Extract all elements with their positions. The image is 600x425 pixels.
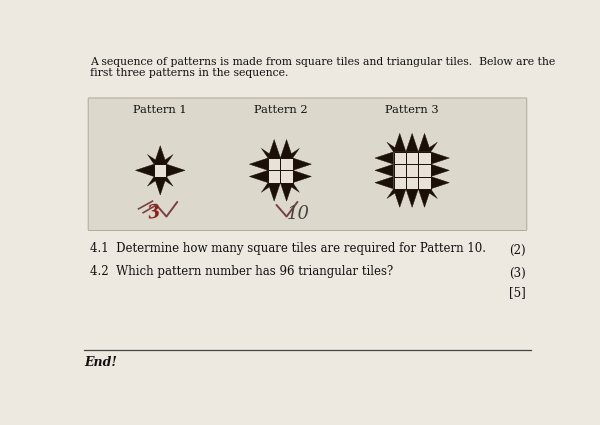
Bar bbox=[394, 164, 406, 176]
Text: Pattern 1: Pattern 1 bbox=[133, 105, 187, 115]
Polygon shape bbox=[431, 164, 449, 176]
Polygon shape bbox=[387, 189, 395, 198]
Text: 4.1  Determine how many square tiles are required for Pattern 10.: 4.1 Determine how many square tiles are … bbox=[91, 242, 487, 255]
Polygon shape bbox=[280, 139, 293, 158]
Polygon shape bbox=[268, 183, 280, 201]
Text: 10: 10 bbox=[287, 205, 310, 223]
Text: Pattern 3: Pattern 3 bbox=[385, 105, 439, 115]
Text: (3): (3) bbox=[509, 266, 526, 280]
Polygon shape bbox=[375, 164, 394, 176]
Bar bbox=[406, 176, 418, 189]
Bar bbox=[394, 152, 406, 164]
Polygon shape bbox=[148, 176, 156, 186]
Polygon shape bbox=[166, 164, 185, 176]
Polygon shape bbox=[418, 133, 431, 152]
Polygon shape bbox=[268, 139, 280, 158]
Polygon shape bbox=[429, 189, 437, 198]
Polygon shape bbox=[250, 170, 268, 183]
Polygon shape bbox=[250, 158, 268, 170]
Bar bbox=[154, 164, 166, 176]
Polygon shape bbox=[280, 183, 293, 201]
Text: End!: End! bbox=[84, 356, 117, 369]
Text: Pattern 2: Pattern 2 bbox=[254, 105, 307, 115]
Polygon shape bbox=[291, 148, 299, 158]
FancyBboxPatch shape bbox=[88, 98, 527, 230]
Polygon shape bbox=[293, 158, 311, 170]
Polygon shape bbox=[148, 154, 156, 164]
Bar bbox=[280, 158, 293, 170]
Text: [5]: [5] bbox=[509, 286, 526, 300]
Bar bbox=[418, 164, 431, 176]
Polygon shape bbox=[431, 152, 449, 164]
Polygon shape bbox=[291, 183, 299, 193]
Polygon shape bbox=[375, 176, 394, 189]
Text: (2): (2) bbox=[509, 244, 526, 257]
Polygon shape bbox=[394, 189, 406, 207]
Polygon shape bbox=[164, 176, 173, 186]
Bar bbox=[406, 152, 418, 164]
Bar bbox=[418, 152, 431, 164]
Polygon shape bbox=[406, 133, 418, 152]
Polygon shape bbox=[136, 164, 154, 176]
Polygon shape bbox=[164, 154, 173, 164]
Polygon shape bbox=[406, 189, 418, 207]
Polygon shape bbox=[293, 170, 311, 183]
Polygon shape bbox=[154, 176, 166, 195]
Bar bbox=[418, 176, 431, 189]
Bar bbox=[406, 164, 418, 176]
Bar bbox=[394, 176, 406, 189]
Polygon shape bbox=[154, 146, 166, 164]
Bar bbox=[280, 170, 293, 183]
Polygon shape bbox=[261, 183, 270, 193]
Polygon shape bbox=[261, 148, 270, 158]
Text: 3: 3 bbox=[146, 203, 162, 223]
Polygon shape bbox=[429, 142, 437, 152]
Polygon shape bbox=[431, 176, 449, 189]
Polygon shape bbox=[375, 152, 394, 164]
Text: first three patterns in the sequence.: first three patterns in the sequence. bbox=[91, 68, 289, 78]
Text: A sequence of patterns is made from square tiles and triangular tiles.  Below ar: A sequence of patterns is made from squa… bbox=[91, 57, 556, 67]
Bar bbox=[268, 158, 280, 170]
Polygon shape bbox=[394, 133, 406, 152]
Polygon shape bbox=[418, 189, 431, 207]
Polygon shape bbox=[387, 142, 395, 152]
Bar bbox=[268, 170, 280, 183]
Text: 4.2  Which pattern number has 96 triangular tiles?: 4.2 Which pattern number has 96 triangul… bbox=[91, 265, 394, 278]
